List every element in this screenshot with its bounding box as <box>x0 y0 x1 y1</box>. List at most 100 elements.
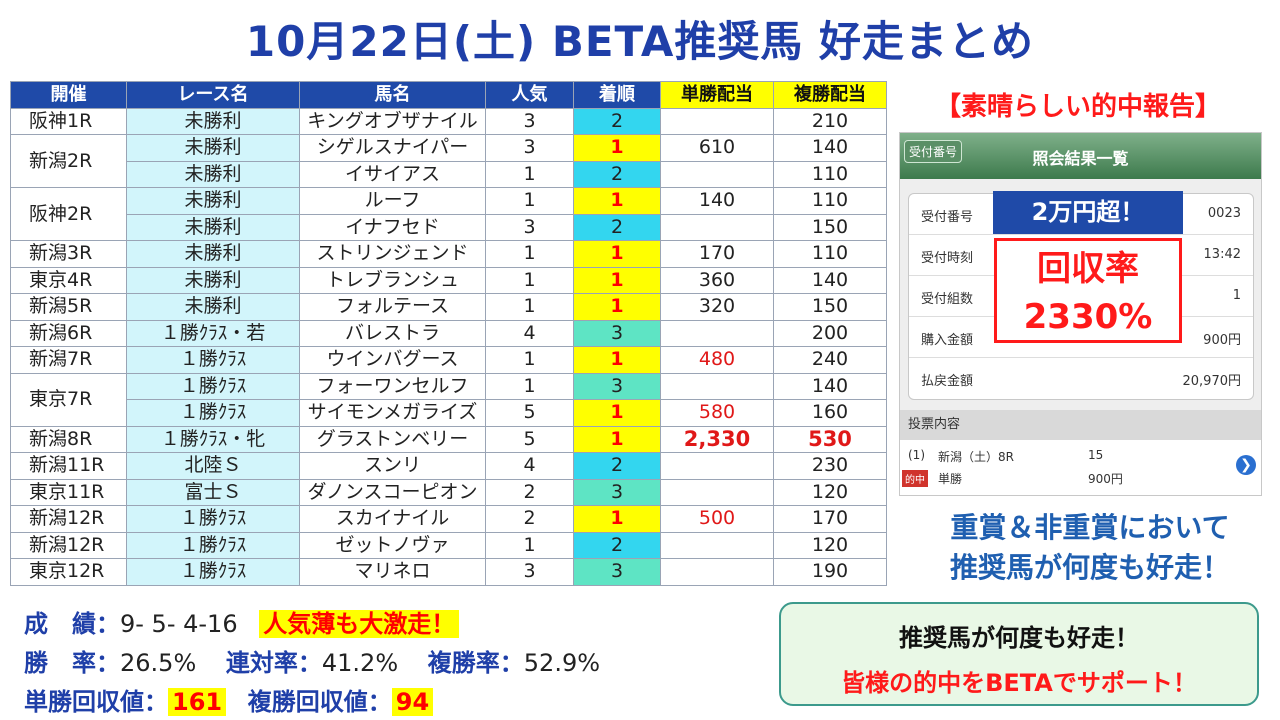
cell-place-payout: 160 <box>773 399 887 427</box>
cell-venue: 東京12R <box>10 558 127 586</box>
cell-race: 未勝利 <box>126 213 300 241</box>
cell-venue: 新潟12R <box>10 505 127 533</box>
stat-record: 成 績：9- 5- 4-16 人気薄も大激走！ <box>24 604 460 639</box>
cell-venue: 新潟3R <box>10 240 127 268</box>
cell-venue: 阪神2R <box>10 187 127 241</box>
cell-place-payout: 140 <box>773 134 887 162</box>
table-row: 未勝利 イナフセド 3 2 150 <box>11 213 887 241</box>
cell-win-payout: 170 <box>660 240 774 268</box>
vote-race: 新潟（土）8R <box>938 450 1014 464</box>
vote-type: 単勝 <box>938 472 963 486</box>
cell-horse: グラストンベリー <box>299 425 486 453</box>
cell-popularity: 2 <box>485 505 574 533</box>
receipt-row: 購入金額 900円 <box>909 317 1253 358</box>
cell-race: 未勝利 <box>126 187 300 215</box>
cell-popularity: 5 <box>485 425 574 453</box>
table-row: 阪神1R 未勝利 キングオブザナイル 3 2 210 <box>10 107 887 135</box>
return-rate-value: 2330% <box>1023 297 1153 337</box>
cell-venue: 新潟7R <box>10 346 127 374</box>
cell-place-payout: 110 <box>773 160 887 188</box>
table-row: 新潟11R 北陸Ｓ スンリ 4 2 230 <box>10 452 887 480</box>
cell-win-payout <box>660 531 774 559</box>
cell-race: １勝ｸﾗｽ <box>126 531 300 559</box>
table-row: 東京4R 未勝利 トレブランシュ 1 1 360 140 <box>10 266 887 294</box>
cell-horse: ストリンジェンド <box>299 240 486 268</box>
quinella-label: 連対率： <box>225 649 322 677</box>
win-return-value: 161 <box>168 688 227 716</box>
cell-place-payout: 110 <box>773 187 887 215</box>
cell-horse: イナフセド <box>299 213 486 241</box>
cell-finish: 2 <box>573 452 661 480</box>
win-return-label: 単勝回収値： <box>24 688 168 716</box>
cell-race: １勝ｸﾗｽ・牝 <box>126 425 300 453</box>
vote-amount: 900円 <box>1088 472 1123 486</box>
cell-race: １勝ｸﾗｽ・若 <box>126 319 300 347</box>
cell-horse: マリネロ <box>299 558 486 586</box>
cell-finish: 1 <box>573 505 661 533</box>
cell-venue: 新潟8R <box>10 425 127 453</box>
table-row: 新潟3R 未勝利 ストリンジェンド 1 1 170 110 <box>10 240 887 268</box>
results-table: 開催 レース名 馬名 人気 着順 単勝配当 複勝配当 阪神1R 未勝利 キングオブザ… <box>10 81 887 586</box>
stat-rates: 勝 率：26.5% 連対率：41.2% 複勝率：52.9% <box>24 643 600 678</box>
cell-finish: 1 <box>573 399 661 427</box>
cell-horse: イサイアス <box>299 160 486 188</box>
cell-win-payout: 480 <box>660 346 774 374</box>
cell-horse: バレストラ <box>299 319 486 347</box>
cell-finish: 1 <box>573 346 661 374</box>
table-row: 新潟2R 未勝利 シゲルスナイパー 3 1 610 140 <box>10 134 887 188</box>
cell-finish: 1 <box>573 134 661 162</box>
receipt-row: 払戻金額 20,970円 <box>921 374 1241 389</box>
cell-popularity: 3 <box>485 558 574 586</box>
cell-horse: フォーワンセルフ <box>299 372 486 400</box>
cell-horse: キングオブザナイル <box>299 107 486 135</box>
page-title: 10月22日(土) BETA推奨馬 好走まとめ <box>245 17 1035 66</box>
cell-finish: 2 <box>573 531 661 559</box>
return-rate-label: 回収率 <box>1037 249 1139 289</box>
cell-race: 富士Ｓ <box>126 478 300 506</box>
cell-race: 未勝利 <box>126 266 300 294</box>
cell-race: 未勝利 <box>126 240 300 268</box>
cell-win-payout <box>660 372 774 400</box>
cell-win-payout <box>660 319 774 347</box>
header-horse: 馬名 <box>299 81 486 109</box>
cell-horse: フォルテース <box>299 293 486 321</box>
cell-win-payout: 140 <box>660 187 774 215</box>
record-value: 9- 5- 4-16 <box>120 610 238 638</box>
header-race: レース名 <box>126 81 300 109</box>
cell-finish: 1 <box>573 425 661 453</box>
cell-finish: 2 <box>573 107 661 135</box>
cell-finish: 3 <box>573 372 661 400</box>
cell-popularity: 1 <box>485 346 574 374</box>
cell-place-payout: 240 <box>773 346 887 374</box>
promo-line-1: 推奨馬が何度も好走！ <box>899 624 1139 652</box>
cell-place-payout: 170 <box>773 505 887 533</box>
table-row: 東京7R １勝ｸﾗｽ フォーワンセルフ 1 3 140 <box>10 372 887 427</box>
cell-popularity: 2 <box>485 478 574 506</box>
cell-win-payout <box>660 478 774 506</box>
cell-place-payout: 140 <box>773 266 887 294</box>
cell-win-payout <box>660 160 774 188</box>
vote-index: (1) <box>908 448 925 462</box>
cell-popularity: 5 <box>485 399 574 427</box>
cell-win-payout <box>660 213 774 241</box>
cell-win-payout: 580 <box>660 399 774 427</box>
cell-popularity: 1 <box>485 531 574 559</box>
cell-popularity: 1 <box>485 293 574 321</box>
cell-win-payout: 320 <box>660 293 774 321</box>
cell-win-payout <box>660 107 774 135</box>
chevron-right-icon[interactable]: ❯ <box>1236 455 1256 475</box>
cell-popularity: 1 <box>485 187 574 215</box>
cell-win-payout <box>660 558 774 586</box>
table-row: 未勝利 イサイアス 1 2 110 <box>11 160 887 188</box>
cell-place-payout: 150 <box>773 213 887 241</box>
cell-place-payout: 150 <box>773 293 887 321</box>
cell-horse: サイモンメガライズ <box>299 399 486 427</box>
cell-popularity: 1 <box>485 160 574 188</box>
winrate-value: 26.5% <box>120 649 197 677</box>
show-value: 52.9% <box>523 649 601 677</box>
cell-horse: ゼットノヴァ <box>299 531 486 559</box>
cell-popularity: 4 <box>485 452 574 480</box>
record-note: 人気薄も大激走！ <box>259 610 460 638</box>
cell-horse: ダノンスコーピオン <box>299 478 486 506</box>
cell-race: １勝ｸﾗｽ <box>126 346 300 374</box>
